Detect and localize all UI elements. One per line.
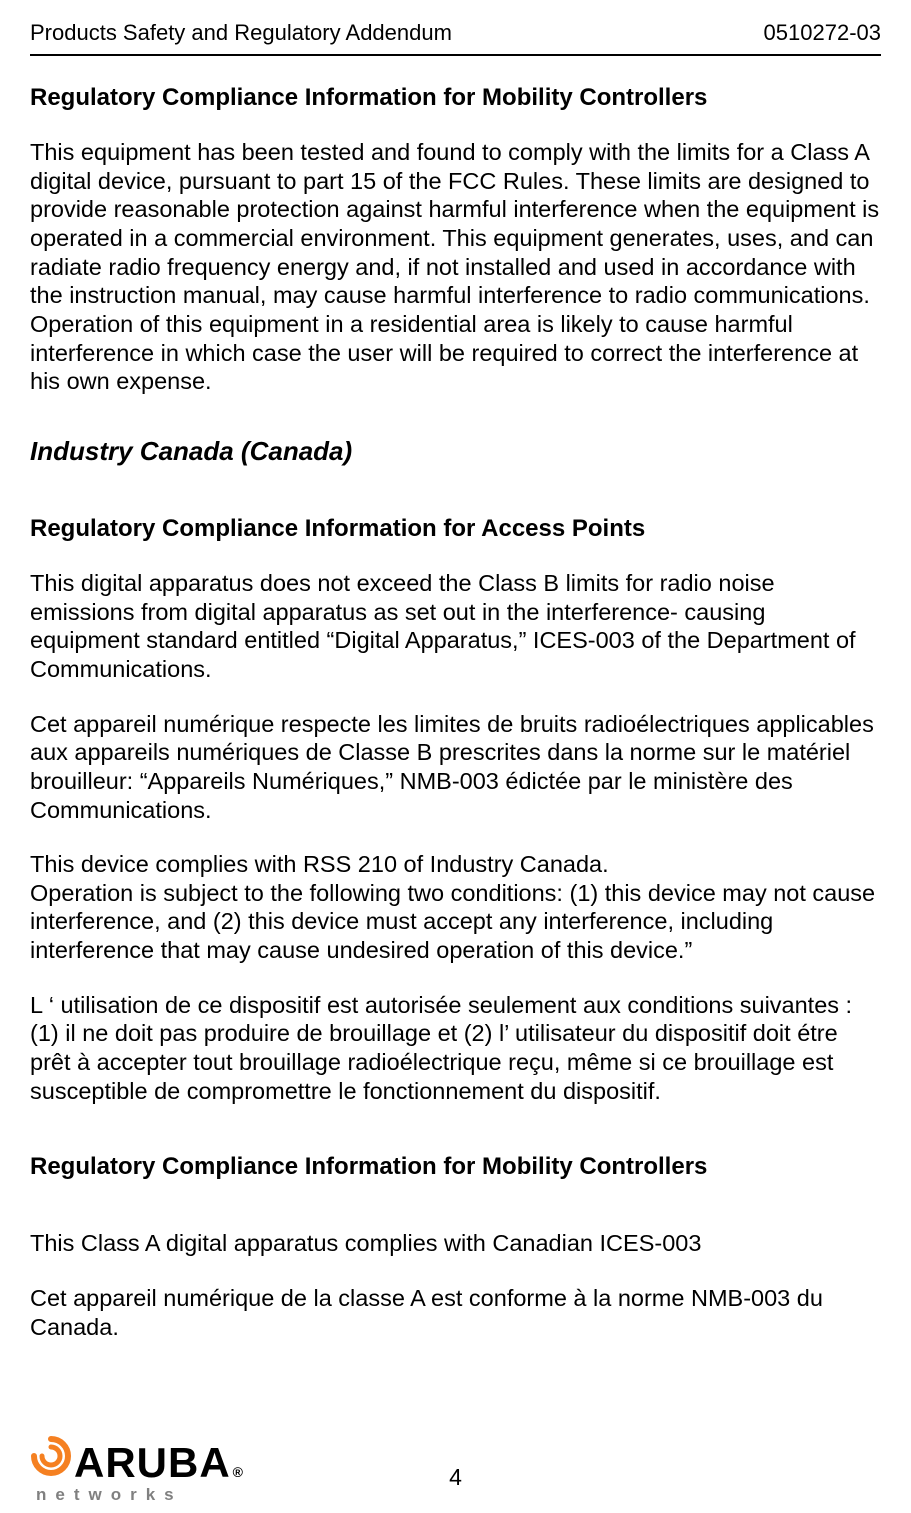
paragraph-fcc-class-a: This equipment has been tested and found… xyxy=(30,138,881,396)
paragraph-class-a-en: This Class A digital apparatus complies … xyxy=(30,1229,881,1258)
paragraph-nmb-003-fr: Cet appareil numérique respecte les limi… xyxy=(30,710,881,825)
aruba-swirl-icon xyxy=(30,1435,72,1477)
registered-icon: ® xyxy=(233,1465,244,1479)
aruba-logo: ARUBA ® networks xyxy=(30,1435,244,1503)
page-number: 4 xyxy=(449,1464,462,1491)
page-header: Products Safety and Regulatory Addendum … xyxy=(30,20,881,56)
spacer xyxy=(30,1207,881,1229)
heading-mobility-controllers-2: Regulatory Compliance Information for Mo… xyxy=(30,1153,881,1181)
spacer xyxy=(30,1131,881,1153)
header-title: Products Safety and Regulatory Addendum xyxy=(30,20,452,46)
page-footer: ARUBA ® networks 4 xyxy=(30,1435,881,1503)
paragraph-class-a-fr: Cet appareil numérique de la classe A es… xyxy=(30,1284,881,1341)
paragraph-conditions-fr: L ‘ utilisation de ce dispositif est aut… xyxy=(30,991,881,1106)
logo-text: ARUBA xyxy=(74,1442,231,1484)
paragraph-rss210-line1: This device complies with RSS 210 of Ind… xyxy=(30,850,881,879)
paragraph-ices-003-en: This digital apparatus does not exceed t… xyxy=(30,569,881,684)
paragraph-rss210-conditions: Operation is subject to the following tw… xyxy=(30,879,881,965)
heading-access-points: Regulatory Compliance Information for Ac… xyxy=(30,515,881,543)
logo-subtext: networks xyxy=(36,1486,244,1503)
heading-mobility-controllers-1: Regulatory Compliance Information for Mo… xyxy=(30,84,881,112)
heading-industry-canada: Industry Canada (Canada) xyxy=(30,436,881,467)
logo-brand-text: ARUBA ® xyxy=(30,1435,244,1484)
header-doc-number: 0510272-03 xyxy=(764,20,881,46)
